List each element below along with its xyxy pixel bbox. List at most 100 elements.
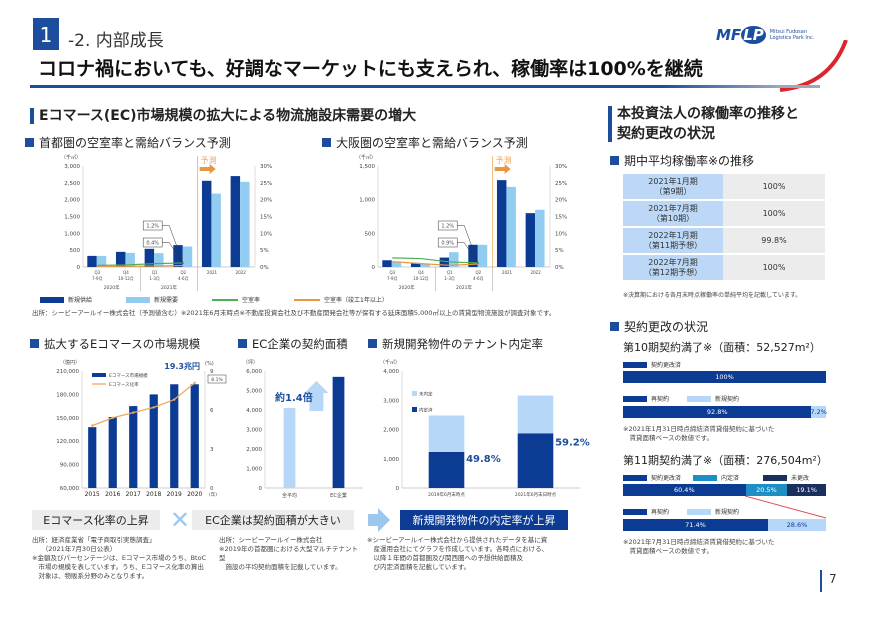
vacancy-line — [97, 265, 184, 267]
legend-label: Eコマース市場規模 — [109, 372, 148, 379]
legend-label: 内定済 — [419, 407, 433, 414]
vacancy-line — [392, 257, 479, 264]
y-tick-label: 1,000 — [359, 198, 375, 204]
legend-swatch — [412, 407, 417, 412]
ec-rate-point — [132, 411, 135, 414]
y-tick-label: 1,500 — [64, 215, 80, 221]
y2-tick-label: 0% — [555, 265, 564, 271]
legend-swatch — [92, 373, 106, 377]
x-tick-label: 10-12月 — [118, 276, 134, 281]
ec-rate-point — [152, 406, 155, 409]
y2-tick-label: 25% — [260, 181, 272, 187]
ec-rate-line — [92, 382, 196, 427]
bar-demand — [477, 244, 488, 267]
bar-supply — [382, 260, 392, 267]
y-axis-unit: （坪） — [243, 359, 258, 366]
company-logo: MF LP Mitsui Fudosan Logistics Park Inc. — [716, 26, 822, 44]
forecast-arrow-icon — [199, 164, 216, 174]
term10-renewal-bar: 100% — [623, 371, 826, 383]
occupancy-value: 100% — [723, 174, 825, 199]
y-tick-label: 5,000 — [246, 389, 262, 395]
bar-supply — [496, 180, 507, 267]
x-tick-label: 2019 — [167, 491, 182, 498]
y2-tick-label: 0 — [210, 486, 214, 492]
bar-supply — [439, 257, 450, 267]
callout-label: 1.2% — [146, 224, 159, 230]
x-tick-label: 4-6月 — [473, 276, 484, 281]
logo-company: Mitsui Fudosan Logistics Park Inc. — [769, 29, 815, 41]
y2-tick-label: 5% — [555, 248, 564, 254]
bar-supply — [201, 180, 212, 267]
legend-label: 未内定 — [419, 391, 433, 398]
y2-tick-label: 3 — [210, 447, 214, 453]
callout-label: 0.9% — [441, 241, 454, 247]
occupancy-value: 99.8% — [723, 228, 825, 253]
tenant-rate-label: 49.8% — [466, 454, 501, 465]
ec-rate-point — [91, 424, 94, 427]
legend-label: Eコマース化率 — [109, 381, 139, 388]
x-tick-label: 2021 — [502, 270, 513, 275]
legend-supply: 新規供給 — [40, 295, 92, 304]
bar-ec-market — [88, 427, 97, 488]
x-group-label: 2021年 — [161, 284, 177, 291]
bar-supply — [87, 255, 97, 267]
x-tick-label: Q3 — [94, 270, 100, 275]
x-tick-label: 2021 — [207, 270, 218, 275]
bar-demand — [391, 261, 402, 267]
y-tick-label: 120,000 — [56, 439, 79, 445]
bar-ec-market — [190, 384, 199, 488]
x-tick-label: 2017 — [126, 491, 141, 498]
x-tick-label: 1-3月 — [149, 276, 160, 281]
forecast-label: 予測 — [201, 155, 217, 165]
conclusion-tenant-rate: 新規開発物件の内定率が上昇 — [400, 510, 568, 530]
ec-rate-point — [173, 398, 176, 401]
renewal-title: 契約更改の状況 — [610, 318, 708, 335]
y2-tick-label: 15% — [260, 215, 272, 221]
y-axis-unit: （千㎡） — [356, 154, 376, 161]
callout-label: 0.4% — [146, 241, 159, 247]
tenant-rate-note: ※シービーアールイー株式会社から提供されたデータを基に資 産運用会社にてグラフを… — [367, 536, 549, 571]
y2-tick-label: 25% — [555, 181, 567, 187]
occupancy-row: 2021年7月期 （第10期） 100% — [623, 201, 825, 226]
y-tick-label: 1,000 — [383, 457, 399, 463]
x-group-label: 2020年 — [104, 284, 120, 291]
page-title: コロナ禍においても、好調なマーケットにも支えられ、稼働率は100%を継続 — [38, 58, 703, 80]
y-tick-label: 3,000 — [64, 164, 80, 170]
y-tick-label: 0 — [372, 265, 376, 271]
x-tick-label: 2022 — [236, 270, 247, 275]
term10-legend-2: 再契約 新規契約 — [623, 394, 739, 403]
occupancy-value: 100% — [723, 255, 825, 280]
tokyo-chart-title: 首都圏の空室率と需給バランス予測 — [25, 134, 231, 151]
connector-line — [745, 496, 827, 519]
y-tick-label: 6,000 — [246, 369, 262, 375]
section-number: 1 — [33, 18, 59, 50]
osaka-chart-title: 大阪圏の空室率と需給バランス予測 — [322, 134, 528, 151]
callout-label: 1.2% — [441, 224, 454, 230]
legend-swatch — [412, 391, 417, 396]
ec-market-annotation: 19.3兆円 — [164, 361, 200, 371]
ec-market-chart: 60,000 90,000 120,000 150,000 180,000 210,000… — [56, 359, 227, 498]
supply-demand-footnote: 出所：シービーアールイー株式会社（予測値含む）※2021年6月末時点※不動産投資… — [32, 309, 556, 317]
y-axis-unit: （千㎡） — [380, 359, 400, 366]
y2-tick-label: 20% — [260, 198, 272, 204]
forecast-label: 予測 — [496, 155, 512, 165]
bar-contract-area — [332, 376, 345, 488]
y-tick-label: 2,500 — [64, 181, 80, 187]
occupancy-period: 2022年1月期 （第11期予想） — [623, 228, 723, 253]
ec-market-note: 出所：経済産業省「電子商取引実態調査」 （2021年7月30日公表） ※金額及び… — [32, 536, 207, 580]
ec-area-note: 出所：シービーアールイー株式会社 ※2019年の首都圏における大型マルチテナント… — [219, 536, 358, 571]
term11-title: 第11期契約満了※（面積：276,504m²） — [623, 454, 828, 467]
bar-supply — [230, 176, 241, 267]
osaka-supply-demand-chart: 0 500 1,000 1,500 （千㎡） 0% 5% 10% 15% 20% 25% 30% Q37… — [356, 154, 567, 291]
x-tick-label: Q3 — [389, 270, 395, 275]
occupancy-period: 2021年1月期 （第9期） — [623, 174, 723, 199]
term11-note: ※2021年7月31日時点締結済賃貸借契約に基づいた 賃貸面積ベースの数値です。 — [623, 538, 775, 555]
occupancy-value: 100% — [723, 201, 825, 226]
bar-committed — [428, 451, 465, 488]
title-divider — [30, 85, 820, 88]
decorative-red-curve — [780, 40, 848, 92]
x-tick-label: 1-3月 — [444, 276, 455, 281]
ec-rate-point — [193, 381, 196, 384]
y-tick-label: 3,000 — [246, 428, 262, 434]
bar-not-committed — [517, 395, 554, 434]
